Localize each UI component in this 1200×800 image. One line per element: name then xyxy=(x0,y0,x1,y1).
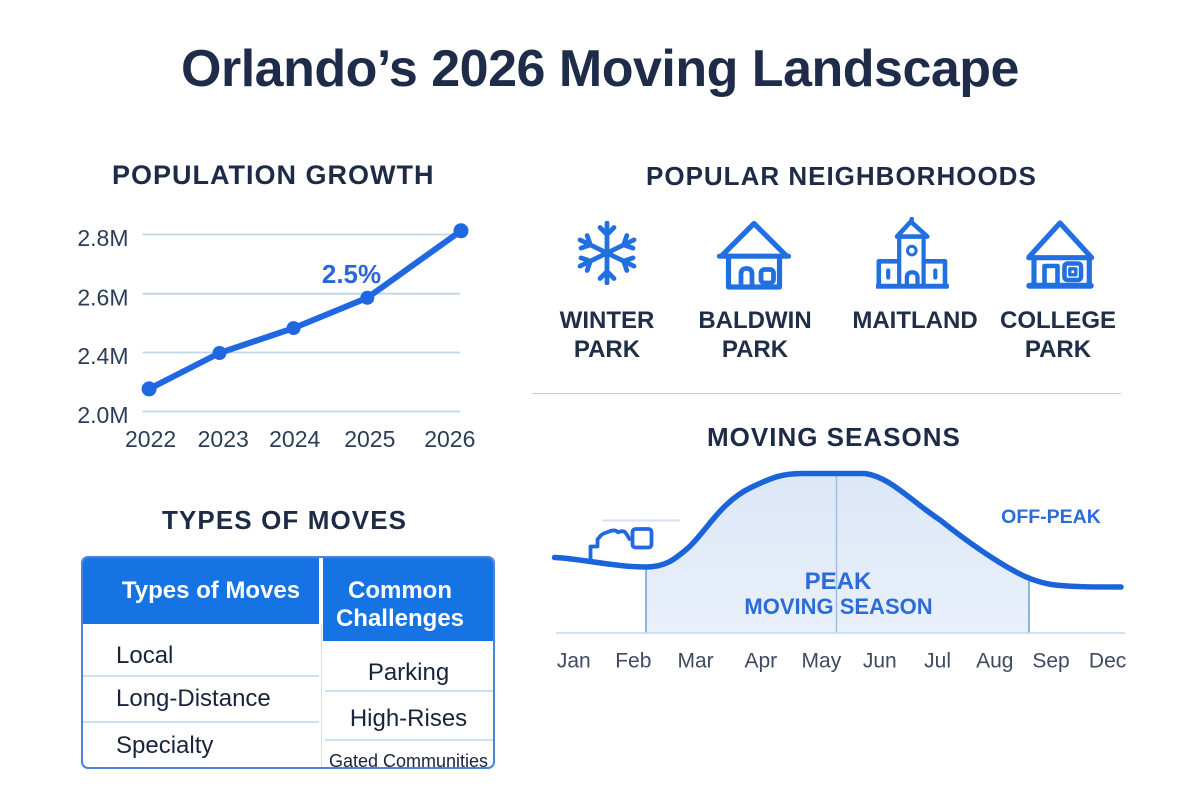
svg-text:2025: 2025 xyxy=(344,426,395,452)
svg-text:OFF-PEAK: OFF-PEAK xyxy=(1001,506,1101,528)
svg-text:Mar: Mar xyxy=(678,650,714,673)
svg-text:MOVING SEASON: MOVING SEASON xyxy=(744,594,932,619)
svg-text:PEAK: PEAK xyxy=(805,568,872,595)
svg-text:Jan: Jan xyxy=(557,650,591,673)
svg-text:Apr: Apr xyxy=(744,650,777,673)
svg-text:2.4M: 2.4M xyxy=(77,343,128,369)
svg-text:Dec: Dec xyxy=(1089,650,1126,673)
svg-text:2.8M: 2.8M xyxy=(77,225,128,251)
svg-text:Jun: Jun xyxy=(863,650,897,673)
svg-text:May: May xyxy=(802,650,842,673)
svg-text:2.6M: 2.6M xyxy=(77,284,128,310)
svg-text:2026: 2026 xyxy=(424,426,475,452)
svg-text:Jul: Jul xyxy=(924,650,951,673)
svg-text:2024: 2024 xyxy=(269,426,320,452)
svg-text:Feb: Feb xyxy=(615,650,651,673)
svg-text:2.5%: 2.5% xyxy=(322,259,381,289)
svg-text:2.0M: 2.0M xyxy=(77,402,128,428)
svg-text:Aug: Aug xyxy=(976,650,1013,673)
svg-text:2022: 2022 xyxy=(125,426,176,452)
svg-text:2023: 2023 xyxy=(198,426,249,452)
svg-text:Sep: Sep xyxy=(1032,650,1069,673)
